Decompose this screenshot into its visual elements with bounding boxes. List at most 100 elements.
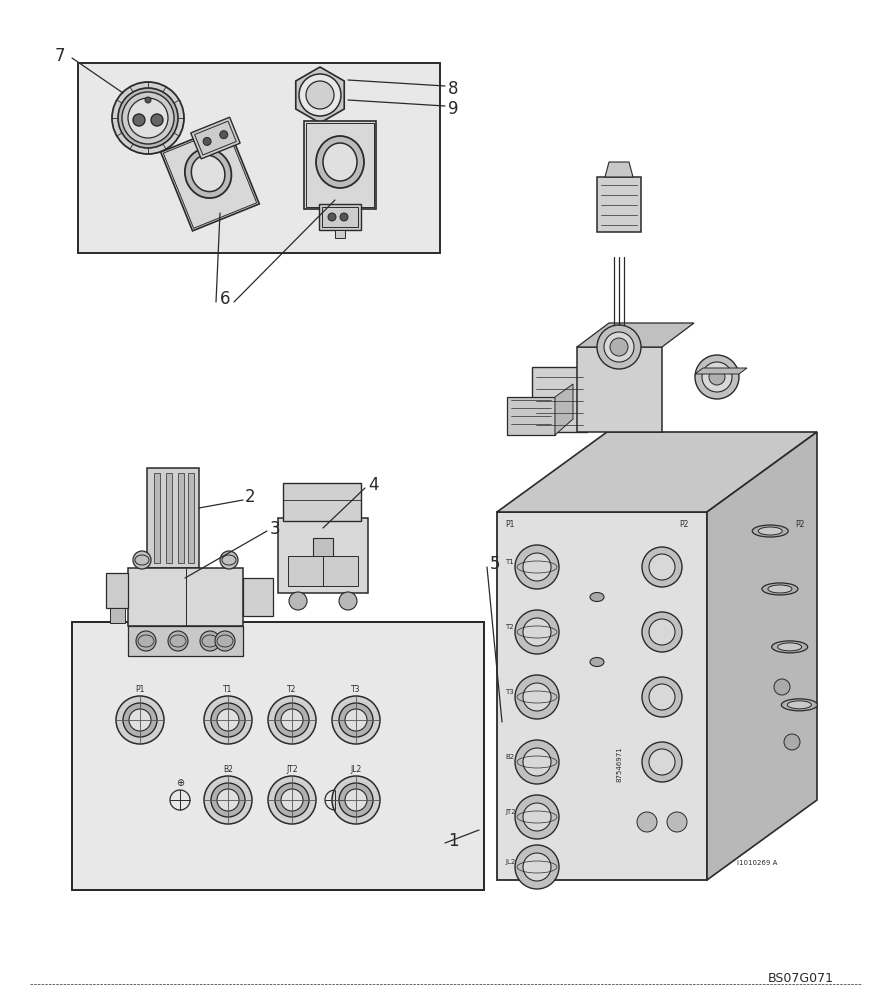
Polygon shape — [191, 117, 240, 159]
Polygon shape — [695, 368, 747, 374]
Circle shape — [610, 338, 628, 356]
Text: T2: T2 — [505, 624, 514, 630]
Text: 9: 9 — [448, 100, 458, 118]
Ellipse shape — [788, 701, 812, 709]
Ellipse shape — [768, 585, 792, 593]
Text: 2: 2 — [245, 488, 256, 506]
Text: JT2: JT2 — [505, 809, 516, 815]
Circle shape — [642, 742, 682, 782]
Text: 1: 1 — [448, 832, 458, 850]
Ellipse shape — [323, 143, 357, 181]
Text: B2: B2 — [505, 754, 514, 760]
Bar — [72, 622, 484, 890]
Text: T1: T1 — [505, 559, 514, 565]
Bar — [154, 473, 160, 563]
Text: P2: P2 — [679, 520, 689, 529]
Circle shape — [515, 675, 559, 719]
Circle shape — [345, 789, 367, 811]
Circle shape — [604, 332, 634, 362]
Text: l1010269 A: l1010269 A — [737, 860, 777, 866]
Circle shape — [217, 709, 239, 731]
Circle shape — [133, 114, 145, 126]
Circle shape — [774, 679, 790, 695]
Bar — [128, 626, 243, 656]
Bar — [597, 177, 641, 232]
Circle shape — [168, 631, 188, 651]
Circle shape — [306, 81, 334, 109]
Circle shape — [523, 748, 551, 776]
Circle shape — [112, 82, 184, 154]
Circle shape — [289, 592, 307, 610]
Text: P2: P2 — [795, 520, 805, 529]
Circle shape — [332, 696, 380, 744]
Ellipse shape — [762, 583, 798, 595]
Polygon shape — [497, 432, 817, 512]
Circle shape — [515, 740, 559, 784]
Text: P1: P1 — [505, 520, 515, 529]
Bar — [278, 518, 368, 593]
Circle shape — [523, 683, 551, 711]
Circle shape — [275, 783, 309, 817]
Circle shape — [649, 749, 675, 775]
Text: 8: 8 — [448, 80, 458, 98]
Ellipse shape — [752, 525, 789, 537]
Polygon shape — [296, 67, 344, 123]
Circle shape — [339, 703, 373, 737]
Bar — [283, 483, 361, 521]
Bar — [335, 230, 345, 238]
Circle shape — [637, 812, 657, 832]
Text: ⊕: ⊕ — [176, 778, 184, 788]
Ellipse shape — [778, 643, 802, 651]
Circle shape — [211, 703, 245, 737]
Circle shape — [268, 776, 316, 824]
Bar — [147, 468, 199, 568]
Circle shape — [332, 776, 380, 824]
Text: 7: 7 — [55, 47, 65, 65]
Circle shape — [203, 137, 211, 145]
Circle shape — [136, 631, 156, 651]
Circle shape — [523, 803, 551, 831]
Text: T3: T3 — [505, 689, 514, 695]
Ellipse shape — [772, 641, 807, 653]
Ellipse shape — [191, 155, 225, 192]
Circle shape — [345, 709, 367, 731]
Circle shape — [515, 845, 559, 889]
Text: P1: P1 — [136, 685, 145, 694]
Circle shape — [642, 612, 682, 652]
Ellipse shape — [316, 136, 364, 188]
Bar — [152, 568, 160, 576]
Circle shape — [515, 795, 559, 839]
Bar — [188, 473, 194, 563]
Text: 6: 6 — [219, 290, 230, 308]
Circle shape — [597, 325, 641, 369]
Circle shape — [695, 355, 739, 399]
Circle shape — [123, 703, 157, 737]
Circle shape — [281, 709, 303, 731]
Bar — [106, 573, 128, 608]
Polygon shape — [577, 323, 694, 347]
Ellipse shape — [590, 592, 604, 601]
Bar — [78, 63, 440, 253]
Polygon shape — [707, 432, 817, 880]
Circle shape — [523, 853, 551, 881]
Polygon shape — [587, 351, 609, 432]
Text: JL2: JL2 — [505, 859, 516, 865]
Polygon shape — [304, 121, 376, 209]
Circle shape — [299, 74, 341, 116]
Circle shape — [128, 98, 168, 138]
Circle shape — [784, 734, 800, 750]
Circle shape — [642, 547, 682, 587]
Bar — [507, 397, 555, 435]
Circle shape — [200, 631, 220, 651]
Bar — [72, 622, 484, 890]
Circle shape — [118, 88, 178, 148]
Bar — [178, 473, 184, 563]
Circle shape — [129, 709, 151, 731]
Bar — [313, 538, 333, 560]
Text: T3: T3 — [351, 685, 360, 694]
Circle shape — [515, 545, 559, 589]
Text: 3: 3 — [270, 520, 281, 538]
Text: 87546971: 87546971 — [617, 746, 623, 782]
Circle shape — [649, 554, 675, 580]
Polygon shape — [555, 384, 573, 435]
